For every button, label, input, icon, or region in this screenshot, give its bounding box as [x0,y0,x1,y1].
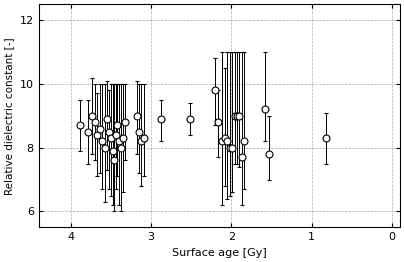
X-axis label: Surface age [Gy]: Surface age [Gy] [172,248,267,258]
Y-axis label: Relative dielectric constant [-]: Relative dielectric constant [-] [4,37,14,195]
